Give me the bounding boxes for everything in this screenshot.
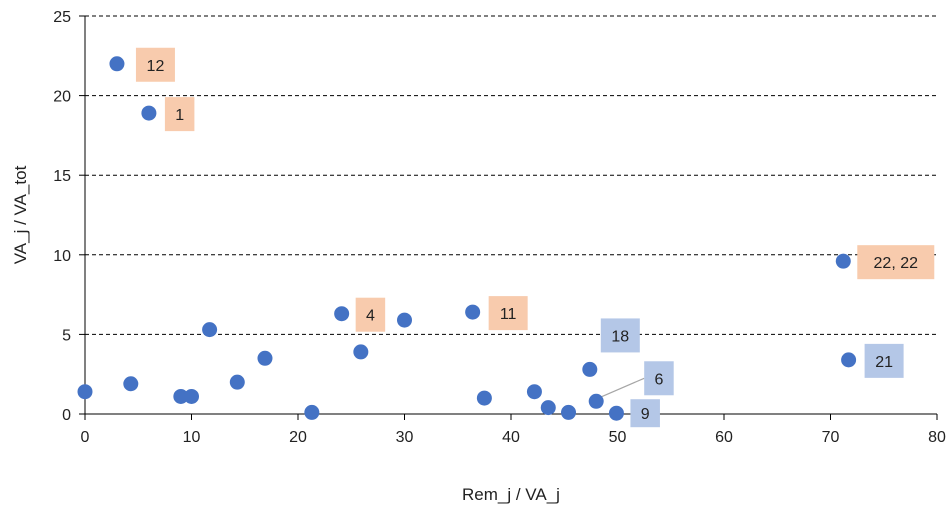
- data-point: [334, 306, 350, 322]
- x-tick-label: 20: [289, 429, 307, 446]
- annotation-box: [164, 97, 195, 132]
- data-points: [77, 56, 857, 421]
- data-point: [582, 361, 598, 377]
- annotation-box: [488, 296, 528, 331]
- data-point: [540, 400, 556, 416]
- annotation-box: [644, 361, 674, 396]
- annotation-label: 18: [611, 328, 629, 345]
- data-point: [835, 253, 851, 269]
- annotation-label: 9: [641, 406, 650, 423]
- data-point: [476, 390, 492, 406]
- data-point: [588, 393, 604, 409]
- annotation-box: [864, 343, 904, 378]
- data-point: [173, 388, 189, 404]
- annotation-label: 12: [147, 58, 165, 75]
- y-tick-label: 0: [62, 407, 71, 424]
- data-point: [526, 384, 542, 400]
- data-point: [841, 352, 857, 368]
- annotation-label: 21: [875, 354, 893, 371]
- data-point: [304, 404, 320, 420]
- data-point: [123, 376, 139, 392]
- annotation-label: 4: [366, 308, 375, 325]
- data-point: [257, 350, 273, 366]
- y-axis-title: VA_j / VA_tot: [11, 165, 30, 264]
- annotation-box: [630, 399, 660, 428]
- x-tick-label: 70: [822, 429, 840, 446]
- annotation-leader-line: [599, 377, 645, 398]
- gridlines: [85, 15, 937, 335]
- annotation-label: 1: [175, 107, 184, 124]
- annotation-box: [355, 297, 386, 332]
- data-point: [229, 374, 245, 390]
- x-tick-label: 60: [715, 429, 733, 446]
- x-axis-title: Rem_j / VA_j: [462, 485, 560, 504]
- data-point: [141, 105, 157, 121]
- x-tick-label: 30: [396, 429, 414, 446]
- data-point: [353, 344, 369, 360]
- data-point: [184, 388, 199, 404]
- annotation-box: [600, 318, 640, 353]
- y-tick-label: 5: [62, 327, 71, 344]
- y-tick-label: 20: [53, 89, 71, 106]
- x-tick-label: 50: [609, 429, 627, 446]
- leader-lines: [599, 377, 645, 398]
- point-annotations: 12 1 4 11 22, 22 18 6 9 21: [135, 47, 935, 428]
- y-tick-label: 15: [53, 168, 71, 185]
- y-tick-label: 25: [53, 9, 71, 26]
- annotation-label: 11: [500, 306, 517, 323]
- data-point: [109, 56, 125, 72]
- annotation-box: [135, 47, 175, 82]
- tick-labels: 0 10 20 30 40 50 60 70 80 0 5 10 15 20 25: [53, 9, 946, 446]
- data-point: [608, 405, 624, 421]
- x-tick-label: 80: [928, 429, 946, 446]
- annotation-label: 6: [654, 371, 663, 388]
- data-point: [202, 322, 218, 338]
- annotation-box: [857, 245, 935, 280]
- data-point: [397, 312, 412, 328]
- x-tick-label: 40: [502, 429, 520, 446]
- axes: [79, 15, 938, 420]
- data-point: [77, 384, 93, 400]
- y-tick-label: 10: [53, 248, 71, 265]
- x-tick-label: 0: [81, 429, 90, 446]
- x-tick-label: 10: [183, 429, 201, 446]
- annotation-label: 22, 22: [874, 255, 919, 272]
- data-point: [561, 404, 577, 420]
- data-point: [465, 304, 481, 320]
